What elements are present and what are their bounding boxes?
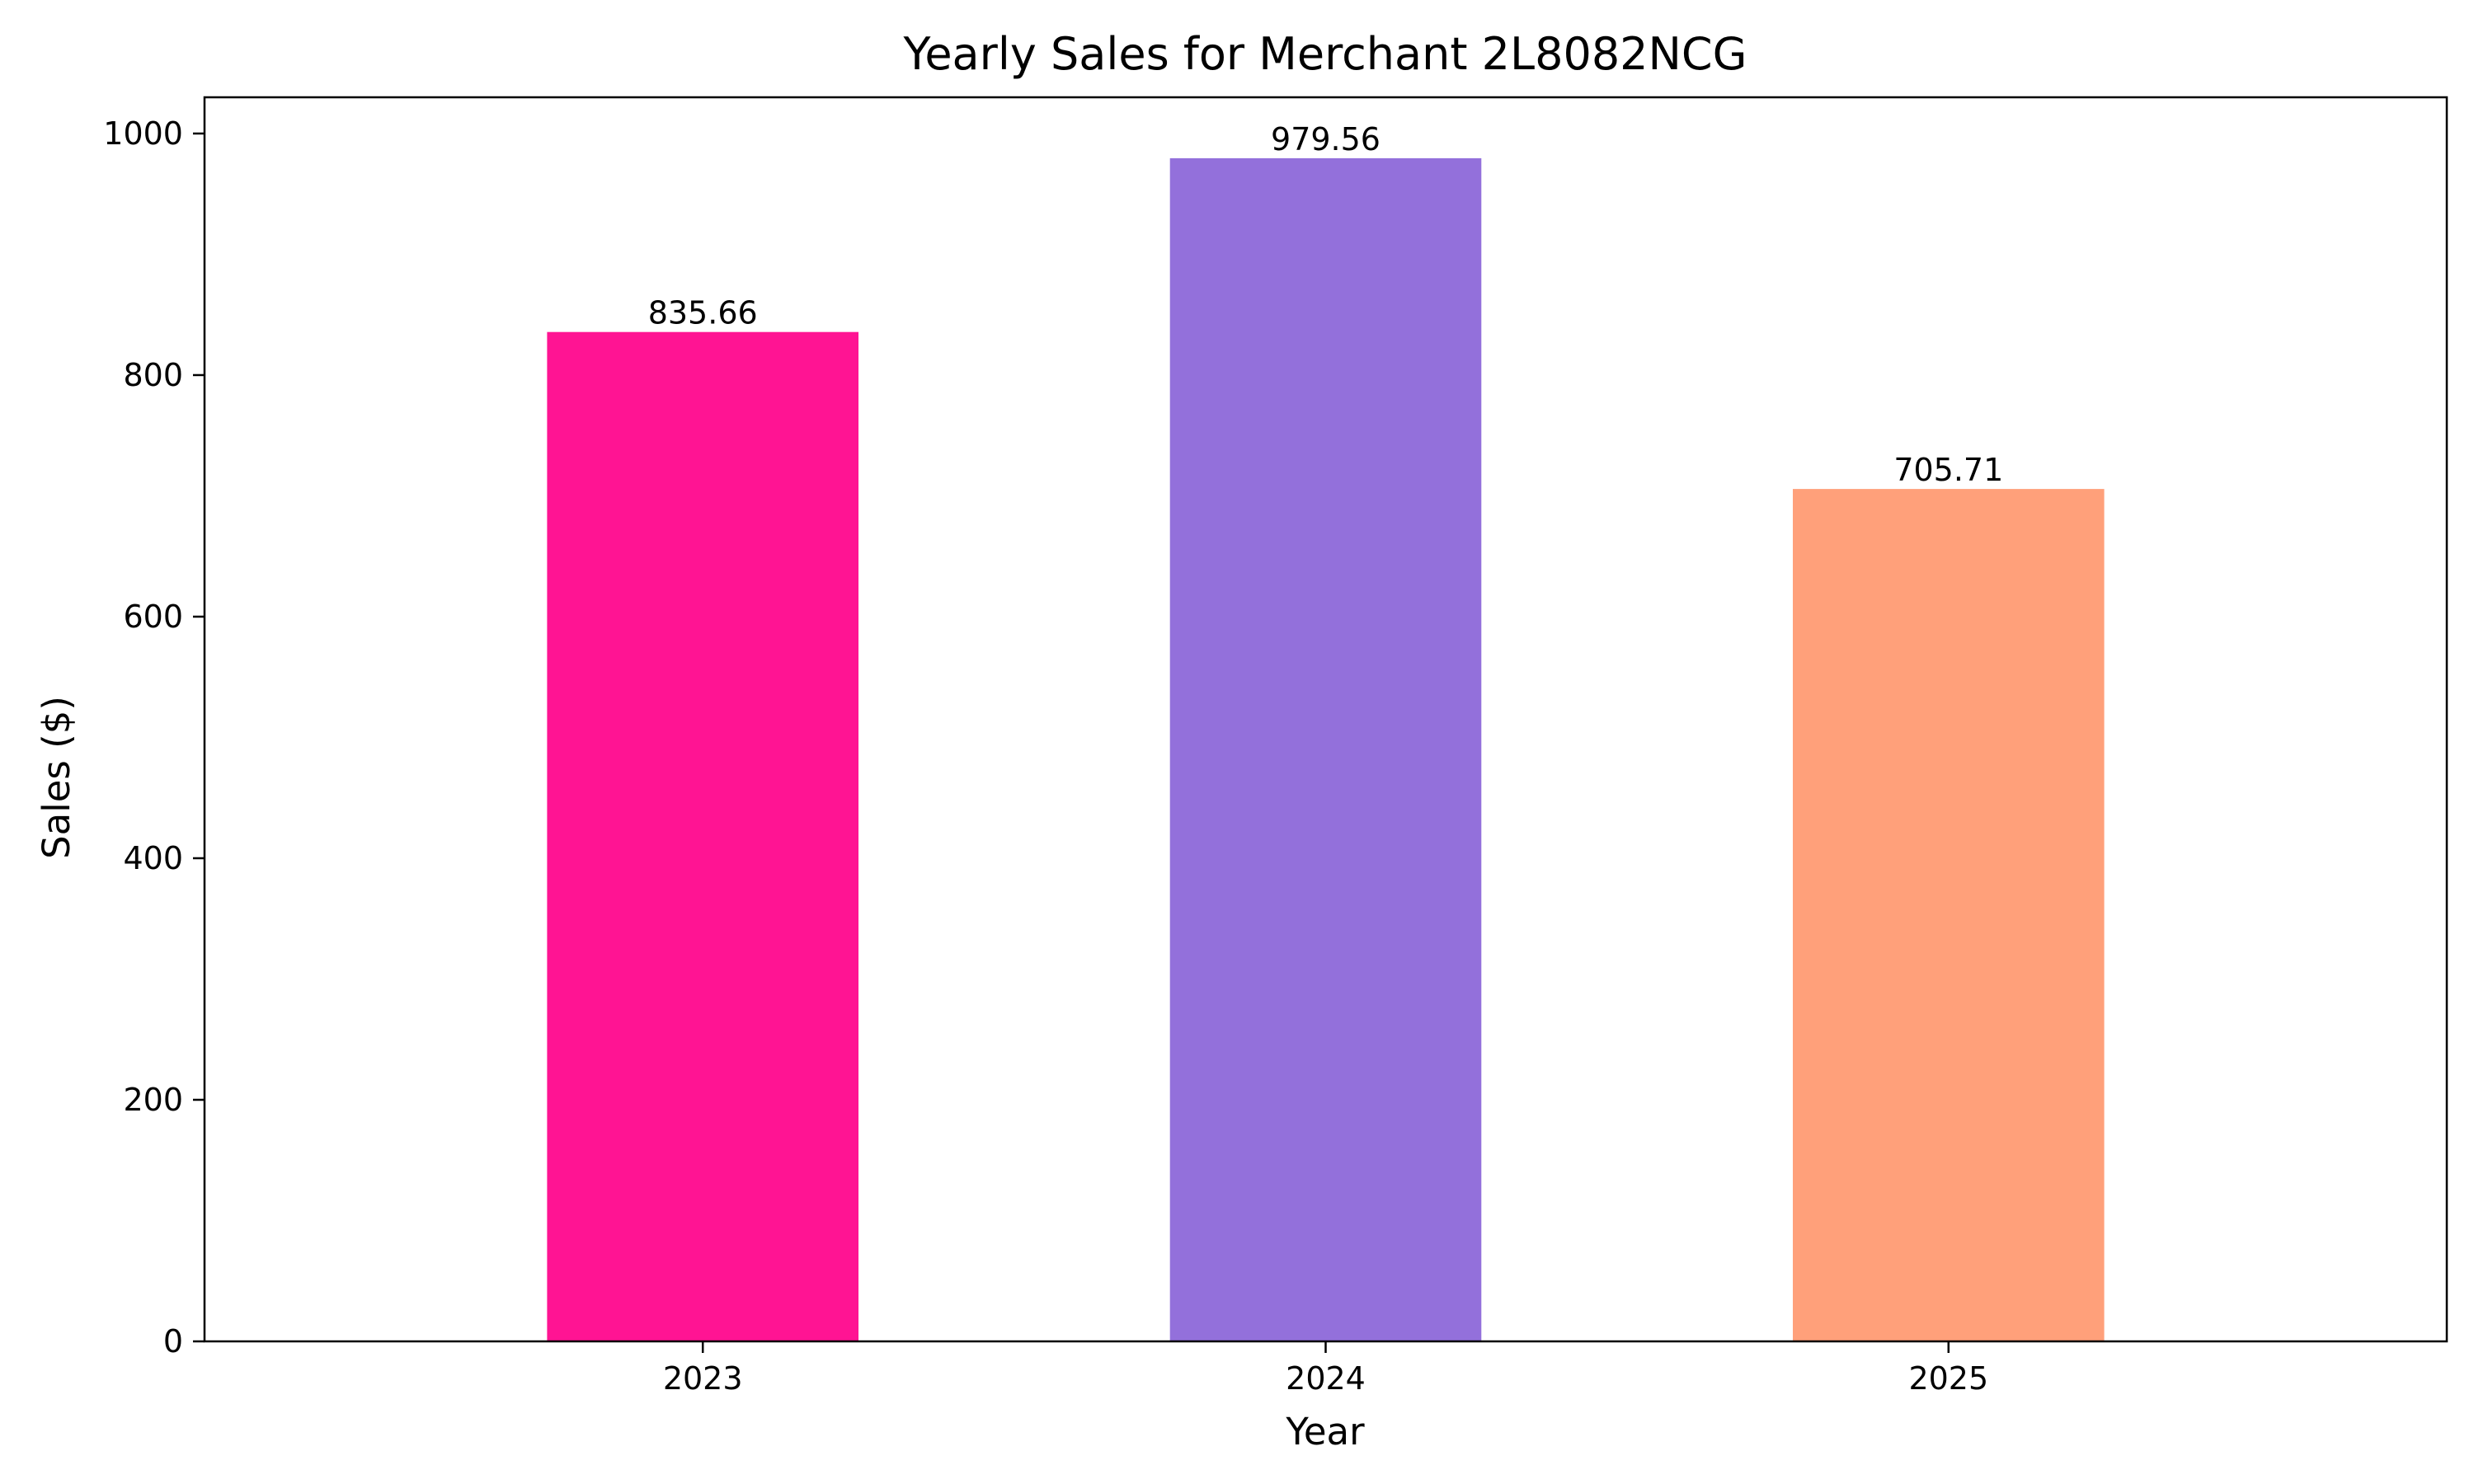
x-tick-label: 2024 bbox=[1286, 1360, 1366, 1397]
y-tick-label: 200 bbox=[123, 1082, 183, 1118]
y-tick-label: 600 bbox=[123, 599, 183, 635]
y-axis-label: Sales ($) bbox=[35, 696, 78, 859]
bar-2024 bbox=[1169, 157, 1482, 1341]
data-label-2024: 979.56 bbox=[1271, 121, 1380, 157]
data-label-2023: 835.66 bbox=[648, 295, 758, 331]
y-tick-label: 400 bbox=[123, 840, 183, 876]
y-tick-label: 800 bbox=[123, 357, 183, 393]
chart-title: Yearly Sales for Merchant 2L8082NCG bbox=[903, 28, 1747, 80]
plot-area: 835.66 979.56 705.71 0 200 400 600 800 1000 2023 2… bbox=[103, 96, 2448, 1397]
x-tick-label: 2025 bbox=[1908, 1360, 1988, 1397]
bar-2023 bbox=[547, 331, 858, 1342]
data-label-2025: 705.71 bbox=[1893, 452, 2003, 488]
y-tick-label: 0 bbox=[163, 1323, 183, 1360]
x-tick-label: 2023 bbox=[663, 1360, 743, 1397]
y-tick-label: 1000 bbox=[103, 115, 183, 152]
x-axis-label: Year bbox=[1285, 1410, 1365, 1453]
bar-2025 bbox=[1793, 489, 2105, 1341]
